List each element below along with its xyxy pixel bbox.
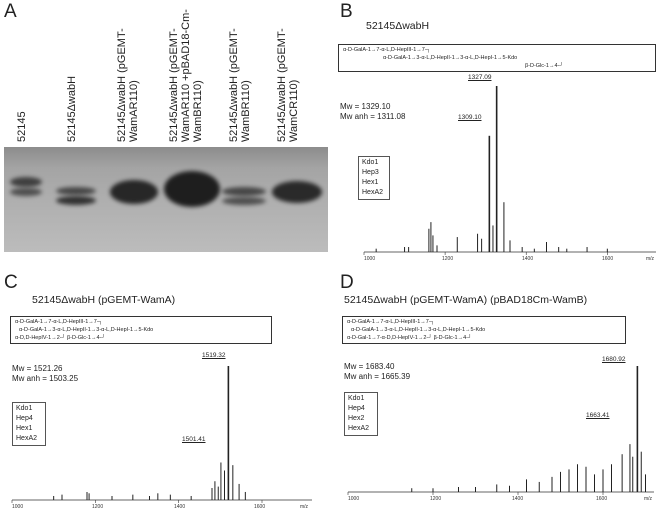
panel-b-comp-2: Hep3	[362, 169, 379, 176]
lane-label-3: 52145ΔwabH (pGEMT-WamAR110)	[116, 28, 140, 142]
panel-b-letter: B	[340, 1, 353, 22]
panel-d-comp-1: Kdo1	[348, 395, 365, 402]
panel-c-comp-2: Hep4	[16, 415, 33, 422]
panel-c-comp-4: HexA2	[16, 435, 38, 442]
panel-c-spectrum	[11, 366, 312, 503]
panel-a-letter: A	[4, 1, 17, 22]
panel-c-structure-box: α-D-GalA-1→7-α-L,D-HepIII-1→7-┐ α-D-GalA…	[10, 316, 272, 344]
panel-d-xtick-unit: m/z	[644, 496, 653, 502]
band-lane-4	[164, 171, 220, 207]
band-lane-6	[272, 181, 322, 203]
panel-d-xtick-4: 1600	[596, 496, 608, 502]
panel-c-mw-value: Mw = 1521.26	[12, 364, 63, 373]
panel-b-spectrum	[363, 86, 656, 255]
lane-label-6: 52145ΔwabH (pGEMT-WamCR110)	[276, 28, 300, 142]
panel-d-mw-value: Mw = 1683.40	[344, 362, 395, 371]
panel-b-mw-value: Mw = 1329.10	[340, 102, 391, 111]
lane-label-5: 52145ΔwabH (pGEMT-WamBR110)	[228, 28, 252, 142]
panel-b-peak-label-main: 1327.09	[468, 74, 492, 81]
band-lane-3	[110, 180, 158, 204]
panel-b-structure-line-3: β-D-Glc-1→4-┘	[525, 63, 564, 69]
panel-b-xtick-4: 1600	[602, 256, 614, 262]
panel-d-structure-line-3: α-D-Gal-1→7-α-D,D-HepIV-1→2-┘ β-D-Glc-1→…	[347, 335, 472, 341]
panel-d-xtick-2: 1200	[430, 496, 442, 502]
panel-b-xtick-2: 1200	[442, 256, 454, 262]
panel-d-structure-box: α-D-GalA-1→7-α-L,D-HepIII-1→7-┐ α-D-GalA…	[342, 316, 626, 344]
panel-c-xtick-unit: m/z	[300, 504, 309, 510]
panel-d-structure-line-2: α-D-GalA-1→3-α-L,D-HepII-1→3-α-L,D-HepI-…	[351, 327, 486, 333]
panel-b-mw: Mw = 1329.10 Mw anh = 1311.08	[340, 102, 405, 122]
panel-d-peak-label-main: 1680.92	[602, 356, 626, 363]
panel-b-structure-box: α-D-GalA-1→7-α-L,D-HepIII-1→7-┐ α-D-GalA…	[338, 44, 656, 72]
panel-b-xtick-3: 1400	[522, 256, 534, 262]
panel-d-comp-2: Hep4	[348, 405, 365, 412]
panel-b-comp-4: HexA2	[362, 189, 384, 196]
panel-c-comp-3: Hex1	[16, 425, 33, 432]
panel-b-xtick-1: 1000	[364, 256, 376, 262]
band-lane-2-upper	[56, 187, 96, 195]
panel-d-mw: Mw = 1683.40 Mw anh = 1665.39	[344, 362, 410, 382]
panel-d-structure-line-1: α-D-GalA-1→7-α-L,D-HepIII-1→7-┐	[347, 319, 435, 325]
panel-c-comp-1: Kdo1	[16, 405, 33, 412]
panel-c-xtick-4: 1600	[254, 504, 266, 510]
panel-c-mw: Mw = 1521.26 Mw anh = 1503.25	[12, 364, 78, 384]
panel-d-spectrum	[347, 366, 654, 495]
panel-c-title: 52145ΔwabH (pGEMT-WamA)	[32, 294, 176, 306]
band-lane-1-upper	[10, 177, 42, 187]
panel-c-structure-line-3: α-D,D-HepIV-1→2-┘ β-D-Glc-1→4-┘	[15, 335, 106, 341]
lane-label-1: 52145	[16, 111, 28, 142]
band-lane-5-lower	[222, 197, 266, 205]
panel-b-composition-box: Kdo1 Hep3 Hex1 HexA2	[358, 156, 390, 200]
lane-label-2: 52145ΔwabH	[66, 75, 78, 142]
panel-d-comp-4: HexA2	[348, 425, 370, 432]
panel-b-structure-line-1: α-D-GalA-1→7-α-L,D-HepIII-1→7-┐	[343, 47, 431, 53]
panel-c-composition-box: Kdo1 Hep4 Hex1 HexA2	[12, 402, 46, 446]
panel-c-structure-line-2: α-D-GalA-1→3-α-L,D-HepII-1→3-α-L,D-HepI-…	[19, 327, 154, 333]
panel-b-mw-anh-value: Mw anh = 1311.08	[340, 112, 406, 121]
band-lane-5-upper	[222, 187, 266, 196]
panel-d-xtick-1: 1000	[348, 496, 360, 502]
panel-c-peak-label-anh: 1501.41	[182, 436, 206, 443]
panel-c-xtick-2: 1200	[92, 504, 104, 510]
panel-d-xtick-3: 1400	[512, 496, 524, 502]
panel-d-title: 52145ΔwabH (pGEMT-WamA) (pBAD18Cm-WamB)	[344, 294, 588, 306]
panel-c-letter: C	[4, 272, 18, 293]
panel-c-xtick-1: 1000	[12, 504, 24, 510]
panel-c-xtick-3: 1400	[174, 504, 186, 510]
lane-label-4: 52145ΔwabH (pGEMT-WamAR110 +pBAD18-Cm-Wa…	[168, 9, 204, 142]
panel-b-structure-line-2: α-D-GalA-1→3-α-L,D-HepII-1→3-α-L,D-HepI-…	[383, 55, 518, 61]
panel-b-xtick-unit: m/z	[646, 256, 655, 262]
panel-d-mw-anh-value: Mw anh = 1665.39	[344, 372, 411, 381]
band-lane-2-lower	[56, 196, 96, 205]
panel-b-comp-3: Hex1	[362, 179, 379, 186]
panel-b-title: 52145ΔwabH	[366, 20, 430, 32]
gel-image	[4, 147, 328, 252]
panel-b-comp-1: Kdo1	[362, 159, 379, 166]
panel-c-structure-line-1: α-D-GalA-1→7-α-L,D-HepIII-1→7-┐	[15, 319, 103, 325]
panel-b-peak-label-anh: 1309.10	[458, 114, 482, 121]
band-lane-1-lower	[10, 188, 42, 196]
panel-d-letter: D	[340, 272, 354, 293]
panel-d-comp-3: Hex2	[348, 415, 365, 422]
panel-d-peak-label-anh: 1663.41	[586, 412, 610, 419]
panel-d-composition-box: Kdo1 Hep4 Hex2 HexA2	[344, 392, 378, 436]
panel-c-mw-anh-value: Mw anh = 1503.25	[12, 374, 79, 383]
panel-c-peak-label-main: 1519.32	[202, 352, 226, 359]
